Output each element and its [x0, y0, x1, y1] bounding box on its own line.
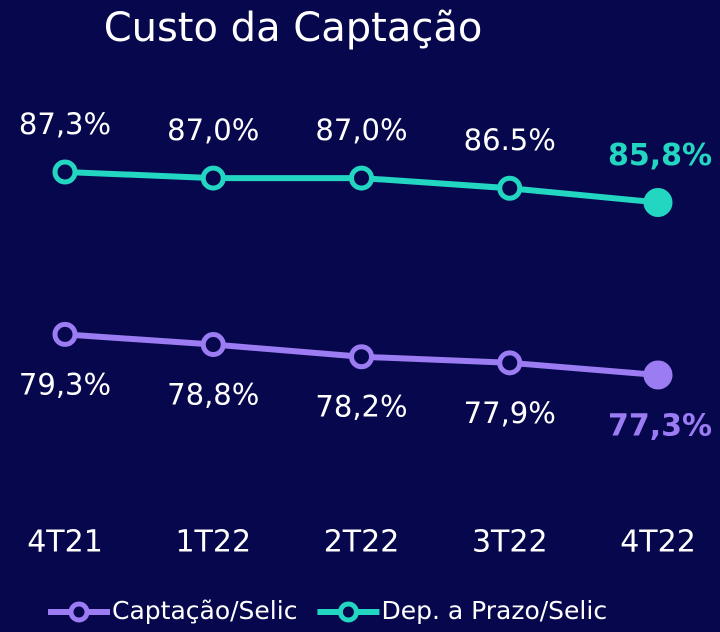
chart-title: Custo da Captação: [104, 5, 483, 51]
legend-marker: [337, 601, 359, 623]
data-label: 77,3%: [608, 409, 712, 444]
data-label: 85,8%: [608, 138, 712, 173]
data-point: [200, 332, 226, 358]
data-label: 78,8%: [167, 378, 259, 412]
data-point: [497, 350, 523, 376]
data-label: 87,0%: [167, 113, 259, 147]
data-point: [497, 175, 523, 201]
data-label: 87,3%: [19, 107, 111, 141]
data-point: [52, 321, 78, 347]
data-label: 78,2%: [315, 390, 407, 424]
data-point: [52, 159, 78, 185]
data-point: [643, 187, 673, 217]
data-label: 86.5%: [464, 123, 556, 157]
data-label: 79,3%: [19, 367, 111, 401]
data-point: [200, 165, 226, 191]
x-tick-label: 1T22: [175, 525, 251, 560]
x-tick-label: 4T22: [620, 525, 696, 560]
data-label: 87,0%: [315, 113, 407, 147]
legend-label: Captação/Selic: [112, 596, 297, 625]
x-tick-label: 2T22: [324, 525, 400, 560]
legend-marker: [68, 601, 90, 623]
x-tick-label: 4T21: [27, 525, 103, 560]
x-tick-label: 3T22: [472, 525, 548, 560]
data-label: 77,9%: [464, 396, 556, 430]
data-point: [349, 344, 374, 370]
data-point: [643, 360, 673, 390]
legend-label: Dep. a Prazo/Selic: [381, 596, 607, 625]
data-point: [349, 165, 374, 191]
